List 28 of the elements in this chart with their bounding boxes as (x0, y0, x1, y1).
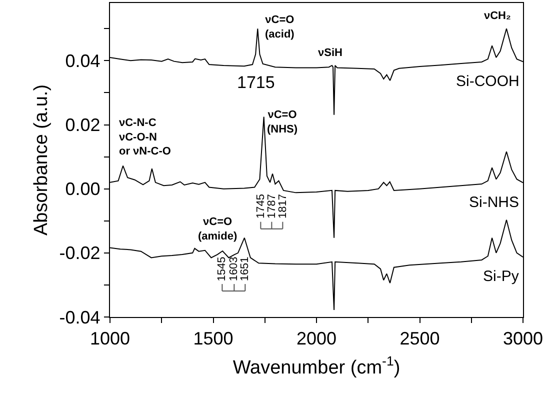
annotation: 1651 (239, 256, 252, 282)
annotation: 1715 (237, 73, 275, 92)
x-tick-label: 3000 (502, 328, 544, 349)
y-tick-label: -0.04 (59, 307, 100, 328)
annotation: νC=O (NHS) (267, 109, 298, 136)
x-tick-label: 2500 (400, 328, 440, 349)
annotation: νC=O (amide) (198, 216, 238, 242)
x-tick-label: 1000 (90, 328, 130, 349)
annotation: νC=O (acid) (265, 14, 295, 40)
x-tick-label: 1500 (193, 328, 234, 349)
annotation: 1817 (276, 194, 289, 219)
x-tick-label: 2000 (296, 328, 337, 349)
series-label: Si-NHS (469, 194, 520, 211)
series-label: Si-Py (483, 268, 520, 285)
annotation: 1545 (216, 256, 228, 282)
annotation: 1787 (266, 194, 278, 219)
annotation: νCH₂ (484, 10, 512, 22)
x-axis-title: Wavenumber (cm$^{-1}$) (232, 354, 400, 378)
series-label: Si-COOH (456, 73, 520, 90)
annotation: 1603 (228, 256, 240, 282)
y-axis-title: Absorbance (a.u.) (31, 84, 52, 236)
y-tick-label: -0.02 (59, 243, 100, 264)
y-tick-label: 0.00 (65, 179, 100, 200)
y-tick-label: 0.04 (65, 50, 100, 71)
annotation: 1745 (254, 194, 267, 219)
annotation: νSiH (318, 47, 343, 59)
y-tick-label: 0.02 (65, 115, 100, 136)
annotation: νC-N-C νC-O-N or νN-C-O (119, 117, 172, 158)
